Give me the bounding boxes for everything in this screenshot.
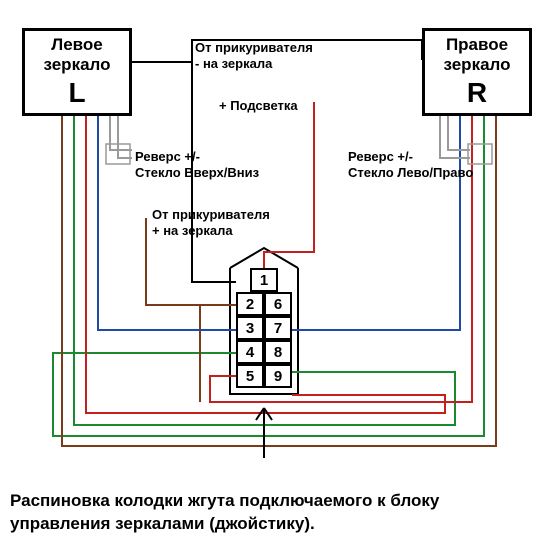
right-mirror-box: Правое зеркало R — [422, 28, 532, 116]
label-left-reverse: Реверс +/- Стекло Вверх/Вниз — [135, 149, 259, 180]
left-mirror-line1: Левое — [25, 35, 129, 55]
label-right-reverse: Реверс +/- Стекло Лево/Право — [348, 149, 473, 180]
pin-2: 2 — [236, 292, 264, 316]
pin-7: 7 — [264, 316, 292, 340]
pin-8: 8 — [264, 340, 292, 364]
label-plus-light: + Подсветка — [219, 98, 298, 114]
caption: Распиновка колодки жгута подключаемого к… — [10, 490, 439, 536]
left-mirror-box: Левое зеркало L — [22, 28, 132, 116]
pin-6: 6 — [264, 292, 292, 316]
right-mirror-line2: зеркало — [425, 55, 529, 75]
pin-4: 4 — [236, 340, 264, 364]
pin-5: 5 — [236, 364, 264, 388]
left-mirror-line2: зеркало — [25, 55, 129, 75]
label-from-lighter-plus: От прикуривателя + на зеркала — [152, 207, 270, 238]
left-mirror-letter: L — [25, 77, 129, 109]
pin-3: 3 — [236, 316, 264, 340]
right-mirror-line1: Правое — [425, 35, 529, 55]
pin-9: 9 — [264, 364, 292, 388]
pin-1: 1 — [250, 268, 278, 292]
label-from-lighter-minus: От прикуривателя - на зеркала — [195, 40, 313, 71]
right-mirror-letter: R — [425, 77, 529, 109]
